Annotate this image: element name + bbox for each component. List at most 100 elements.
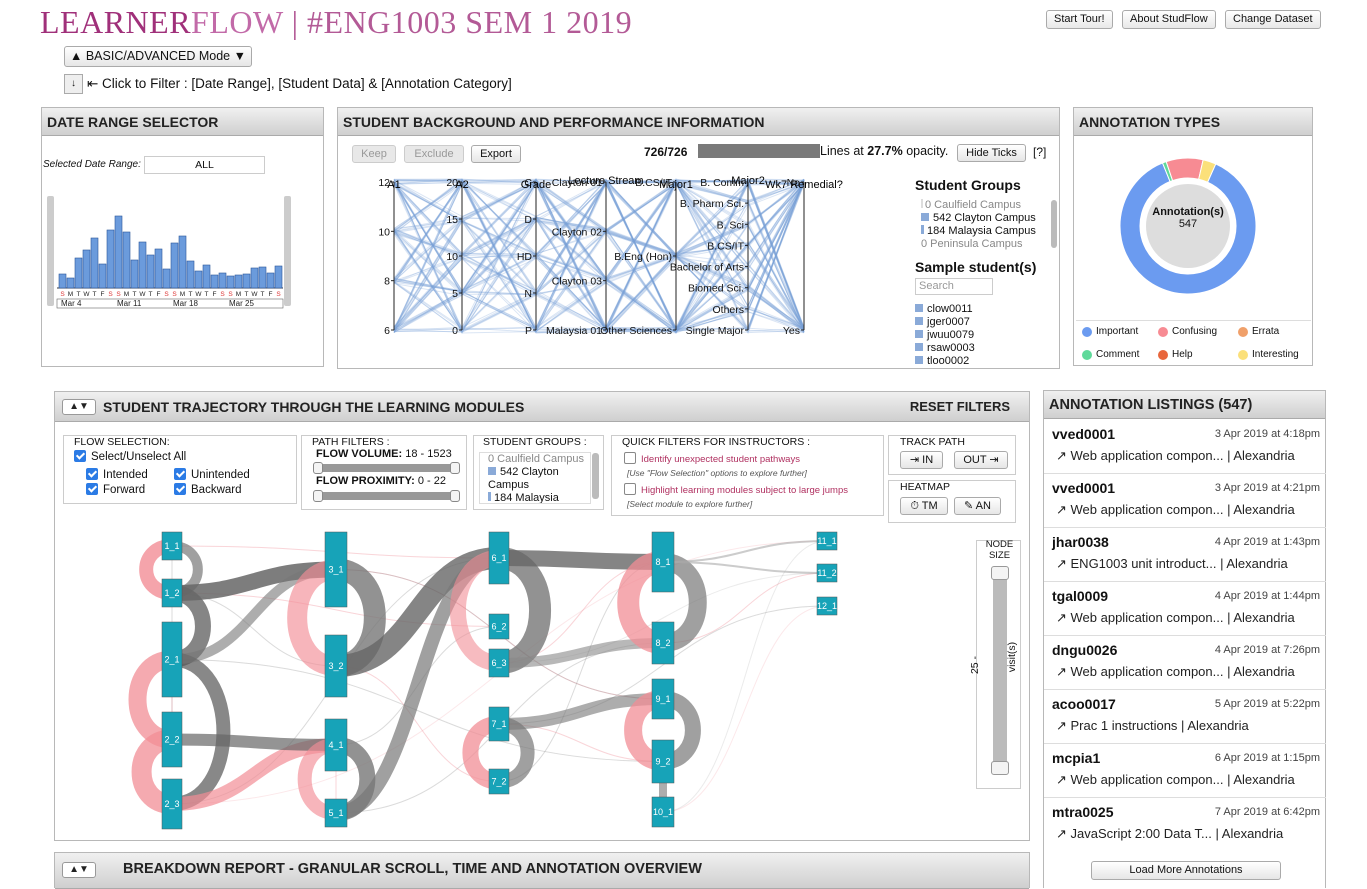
keep-button[interactable]: Keep xyxy=(352,145,396,163)
date-range-title: DATE RANGE SELECTOR xyxy=(42,108,323,136)
change-dataset-button[interactable]: Change Dataset xyxy=(1225,10,1321,29)
histogram-day-letter: M xyxy=(180,291,185,298)
backward-checkbox[interactable]: Backward xyxy=(174,483,242,496)
student-groups-filter-list[interactable]: 0 Caulfield Campus 542 Clayton Campus 18… xyxy=(479,452,591,504)
group-option[interactable]: 542 Clayton Campus xyxy=(488,466,559,491)
unexpected-pathways-checkbox[interactable]: Identify unexpected student pathways xyxy=(624,452,800,465)
reset-filters-button[interactable]: RESET FILTERS xyxy=(909,399,1010,414)
pc-tick-label: 10 xyxy=(378,226,390,238)
annotation-item[interactable]: jhar0038 4 Apr 2019 at 1:43pm ↗ ENG1003 un… xyxy=(1044,528,1326,582)
flow-volume-slider[interactable] xyxy=(313,462,460,474)
mode-toggle-button[interactable]: ▲ BASIC/ADVANCED Mode ▼ xyxy=(64,46,252,67)
groups-filter-scrollbar[interactable] xyxy=(592,453,599,499)
pc-tick-label: 5 xyxy=(452,288,458,300)
flow-proximity-label: FLOW PROXIMITY: 0 - 22 xyxy=(316,475,446,487)
module-node-label: 9_2 xyxy=(655,757,670,767)
student-groups-title: Student Groups xyxy=(915,177,1021,193)
slider-handle-min[interactable] xyxy=(313,490,323,502)
slider-handle-min[interactable] xyxy=(313,462,323,474)
groups-scrollbar[interactable] xyxy=(1051,200,1057,248)
breakdown-toggle-button[interactable]: ▲▼ xyxy=(62,862,96,878)
annotation-item[interactable]: acoo0017 5 Apr 2019 at 5:22pm ↗ Prac 1 ins… xyxy=(1044,690,1326,744)
search-student-input[interactable]: Search Student xyxy=(915,278,993,295)
select-all-checkbox[interactable]: Select/Unselect All xyxy=(74,450,186,463)
node-size-box: NODE SIZE 25 - visit(s) xyxy=(969,539,1021,789)
slider-handle-max[interactable] xyxy=(450,490,460,502)
annotation-item[interactable]: tgal0009 4 Apr 2019 at 1:44pm ↗ Web applic… xyxy=(1044,582,1326,636)
large-jumps-checkbox[interactable]: Highlight learning modules subject to la… xyxy=(624,483,848,496)
sample-student[interactable]: clow0011 xyxy=(915,303,975,316)
heatmap-tm-button[interactable]: ⏱ TM xyxy=(900,497,948,515)
filter-arrow-icon[interactable]: ↓ xyxy=(64,74,83,94)
sample-student[interactable]: jwuu0079 xyxy=(915,329,975,342)
annotation-listings-panel: ANNOTATION LISTINGS (547) vved0001 3 Apr … xyxy=(1043,390,1326,888)
exclude-button[interactable]: Exclude xyxy=(404,145,464,163)
histogram-day-letter: S xyxy=(60,291,65,298)
track-in-button[interactable]: ⇥ IN xyxy=(900,451,943,469)
sample-student[interactable]: rsaw0003 xyxy=(915,342,975,355)
flow-link xyxy=(171,733,337,751)
legend-important[interactable]: Important xyxy=(1082,326,1138,337)
flow-selection-box: FLOW SELECTION: Select/Unselect All Inte… xyxy=(63,435,297,504)
pc-tick-label: 15 xyxy=(446,214,458,226)
pc-tick-label: 10 xyxy=(446,251,458,263)
trajectory-flow-diagram[interactable]: 1_1 1_2 2_1 2_2 2_3 3_1 3_2 4_1 5_1 6_1 6_2 6_3 7_1 7… xyxy=(95,527,925,837)
flow-loop xyxy=(297,738,337,820)
help-link[interactable]: [?] xyxy=(1033,145,1047,159)
start-tour-button[interactable]: Start Tour! xyxy=(1046,10,1113,29)
sample-student[interactable]: jger0007 xyxy=(915,316,975,329)
histogram-week-label: Mar 11 xyxy=(117,299,142,308)
node-size-handle-top[interactable] xyxy=(991,566,1009,580)
legend-errata[interactable]: Errata xyxy=(1238,326,1279,337)
module-node xyxy=(161,578,183,608)
node-size-slider[interactable] xyxy=(991,566,1009,775)
flow-proximity-slider[interactable] xyxy=(313,490,460,502)
module-node xyxy=(816,596,838,616)
annotation-item[interactable]: dngu0026 4 Apr 2019 at 7:26pm ↗ Web applic… xyxy=(1044,636,1326,690)
annotation-item[interactable]: vved0001 3 Apr 2019 at 4:21pm ↗ Web applic… xyxy=(1044,474,1326,528)
module-node-label: 1_1 xyxy=(164,541,179,551)
node-size-unit: visit(s) xyxy=(1006,641,1019,673)
legend-comment[interactable]: Comment xyxy=(1082,349,1139,360)
legend-help[interactable]: Help xyxy=(1158,349,1193,360)
annotation-donut-chart[interactable] xyxy=(1114,152,1262,300)
histogram-bar xyxy=(138,241,147,289)
module-node xyxy=(651,678,675,720)
track-out-button[interactable]: OUT ⇥ xyxy=(954,451,1008,469)
intended-checkbox[interactable]: Intended xyxy=(86,468,148,481)
group-item[interactable]: 542 Clayton Campus xyxy=(921,212,1049,225)
module-node-label: 6_3 xyxy=(491,658,506,668)
node-size-handle-bottom[interactable] xyxy=(991,761,1009,775)
legend-confusing[interactable]: Confusing xyxy=(1158,326,1217,337)
group-item[interactable]: 0 Caulfield Campus xyxy=(921,199,1049,212)
group-item[interactable]: 0 Peninsula Campus xyxy=(921,238,1023,250)
trajectory-toggle-button[interactable]: ▲▼ xyxy=(62,399,96,415)
heatmap-an-button[interactable]: ✎ AN xyxy=(954,497,1001,515)
histogram-day-letter: F xyxy=(157,291,161,298)
legend-interesting[interactable]: Interesting xyxy=(1238,349,1299,360)
forward-checkbox[interactable]: Forward xyxy=(86,483,145,496)
load-more-button[interactable]: Load More Annotations xyxy=(1091,861,1281,880)
annotation-item[interactable]: mcpia1 6 Apr 2019 at 1:15pm ↗ Web applicat… xyxy=(1044,744,1326,798)
slider-handle-max[interactable] xyxy=(450,462,460,474)
about-button[interactable]: About StudFlow xyxy=(1122,10,1216,29)
group-option[interactable]: 184 Malaysia xyxy=(488,492,590,503)
module-node-label: 6_1 xyxy=(491,553,506,563)
group-item[interactable]: 184 Malaysia Campus xyxy=(921,225,1049,238)
pc-tick-label: Bachelor of Arts xyxy=(670,262,744,274)
node-size-title: NODE xyxy=(985,539,1014,550)
flow-link xyxy=(171,659,664,762)
sample-student[interactable]: tloo0002 xyxy=(915,355,975,368)
group-option[interactable]: 0 Caulfield Campus xyxy=(488,453,584,465)
hide-ticks-button[interactable]: Hide Ticks xyxy=(957,144,1026,162)
export-button[interactable]: Export xyxy=(471,145,521,163)
module-node-label: 7_2 xyxy=(491,777,506,787)
module-node xyxy=(651,531,675,593)
donut-slice-important xyxy=(1119,162,1257,295)
unintended-checkbox[interactable]: Unintended xyxy=(174,468,250,481)
annotation-item[interactable]: mtra0025 7 Apr 2019 at 6:42pm ↗ JavaScript… xyxy=(1052,804,1320,841)
histogram-right-handle xyxy=(284,196,291,306)
annotation-item[interactable]: vved0001 3 Apr 2019 at 4:18pm ↗ Web applic… xyxy=(1044,420,1326,474)
